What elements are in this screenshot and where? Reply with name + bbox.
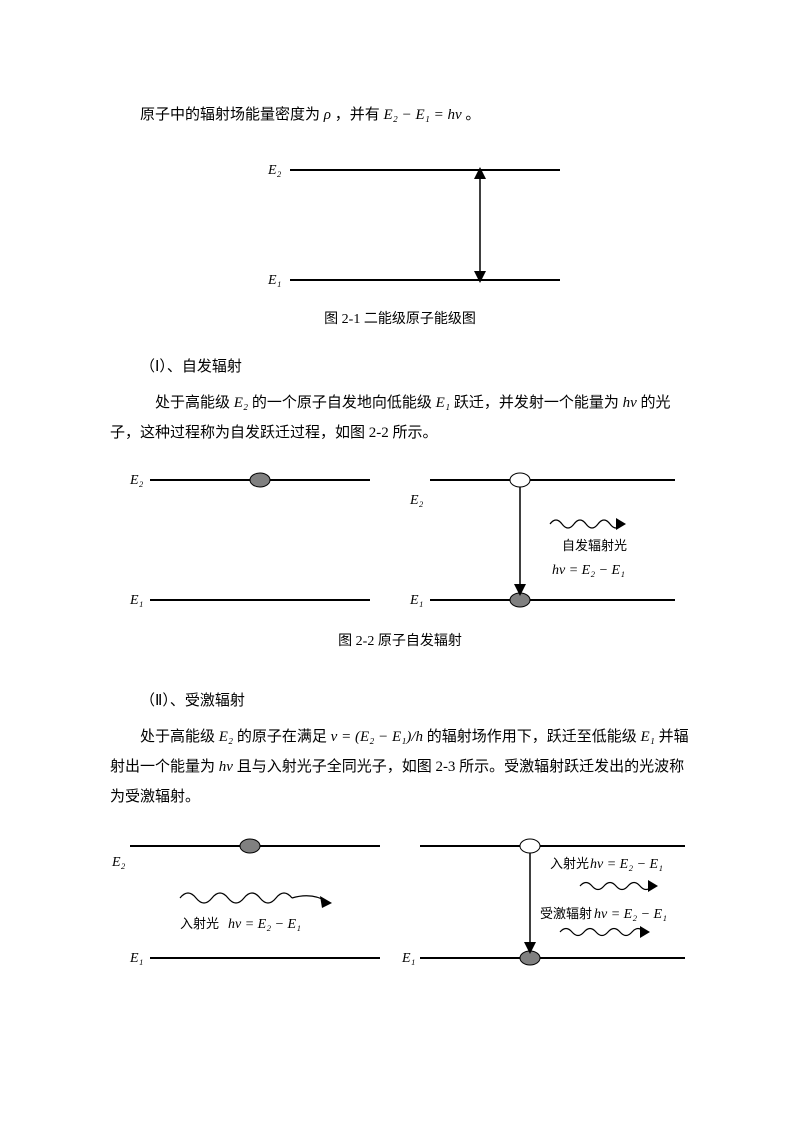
intro-eq: E₂ − E₁ = hν <box>383 107 461 123</box>
section-2-paragraph: 处于高能级 E₂ 的原子在满足 ν = (E₂ − E₁)/h 的辐射场作用下，… <box>110 722 690 812</box>
fig3-left-in-label: 入射光 <box>180 916 219 931</box>
figure-2-3: E₂ E₁ 入射光 hν = E₂ − E₁ E₁ 入射光 hν = E₂ − … <box>110 828 690 978</box>
fig3-right-e1: E₁ <box>401 951 415 966</box>
fig2-emit-label: 自发辐射光 <box>562 538 627 553</box>
intro-text-a: 原子中的辐射场能量密度为 <box>140 107 320 123</box>
sec1-e1: E₁ <box>436 395 450 411</box>
fig3-right-in-label: 入射光 <box>550 856 589 871</box>
fig1-e1-label: E₁ <box>267 273 281 288</box>
sec2-e2: E₂ <box>219 729 233 745</box>
intro-text-c: 。 <box>465 107 480 123</box>
figure-2-2-caption: 图 2-2 原子自发辐射 <box>120 628 680 656</box>
sec1-b: 的一个原子自发地向低能级 <box>252 395 432 411</box>
intro-text-b: ，并有 <box>335 107 380 123</box>
fig2-left-e2: E₂ <box>129 473 144 488</box>
figure-2-1-svg: E₂ E₁ <box>220 150 580 300</box>
fig2-right-e2: E₂ <box>409 493 424 508</box>
fig3-left-e2: E₂ <box>111 855 126 870</box>
section-2-title: （Ⅱ）、受激辐射 <box>110 686 690 716</box>
fig2-left-e1: E₁ <box>129 593 143 608</box>
fig2-eq: hν = E₂ − E₁ <box>552 563 625 578</box>
figure-2-2-svg: E₂ E₁ E₂ E₁ 自发辐射光 hν = E₂ − E₁ <box>120 462 680 622</box>
sec2-eq: ν = (E₂ − E₁)/h <box>331 729 423 745</box>
sec1-c: 跃迁，并发射一个能量为 <box>454 395 619 411</box>
fig3-right-stim-eq: hν = E₂ − E₁ <box>594 907 667 922</box>
section-1-paragraph: 处于高能级 E₂ 的一个原子自发地向低能级 E₁ 跃迁，并发射一个能量为 hν … <box>110 388 690 448</box>
figure-2-1: E₂ E₁ 图 2-1 二能级原子能级图 <box>220 150 580 334</box>
fig3-right-stim-label: 受激辐射 <box>540 906 592 921</box>
section-1-title: （Ⅰ）、自发辐射 <box>110 352 690 382</box>
sec2-b: 的原子在满足 <box>237 729 327 745</box>
sec2-c: 的辐射场作用下，跃迁至低能级 <box>427 729 637 745</box>
sec1-a: 处于高能级 <box>155 395 230 411</box>
fig2-right-e1: E₁ <box>409 593 423 608</box>
fig3-left-e1: E₁ <box>129 951 143 966</box>
fig3-left-in-eq: hν = E₂ − E₁ <box>228 917 301 932</box>
figure-2-1-caption: 图 2-1 二能级原子能级图 <box>220 306 580 334</box>
sec2-a: 处于高能级 <box>140 729 215 745</box>
figure-2-3-svg: E₂ E₁ 入射光 hν = E₂ − E₁ E₁ 入射光 hν = E₂ − … <box>110 828 690 978</box>
fig1-e2-label: E₂ <box>267 163 282 178</box>
intro-rho: ρ <box>324 107 331 123</box>
sec2-hv: hν <box>219 759 233 775</box>
fig3-right-in-eq: hν = E₂ − E₁ <box>590 857 663 872</box>
intro-paragraph: 原子中的辐射场能量密度为 ρ ，并有 E₂ − E₁ = hν 。 <box>110 100 690 130</box>
sec2-e1: E₁ <box>641 729 655 745</box>
sec1-e2: E₂ <box>234 395 248 411</box>
sec1-hv: hν <box>623 395 637 411</box>
figure-2-2: E₂ E₁ E₂ E₁ 自发辐射光 hν = E₂ − E₁ 图 2-2 原子自… <box>120 462 680 656</box>
